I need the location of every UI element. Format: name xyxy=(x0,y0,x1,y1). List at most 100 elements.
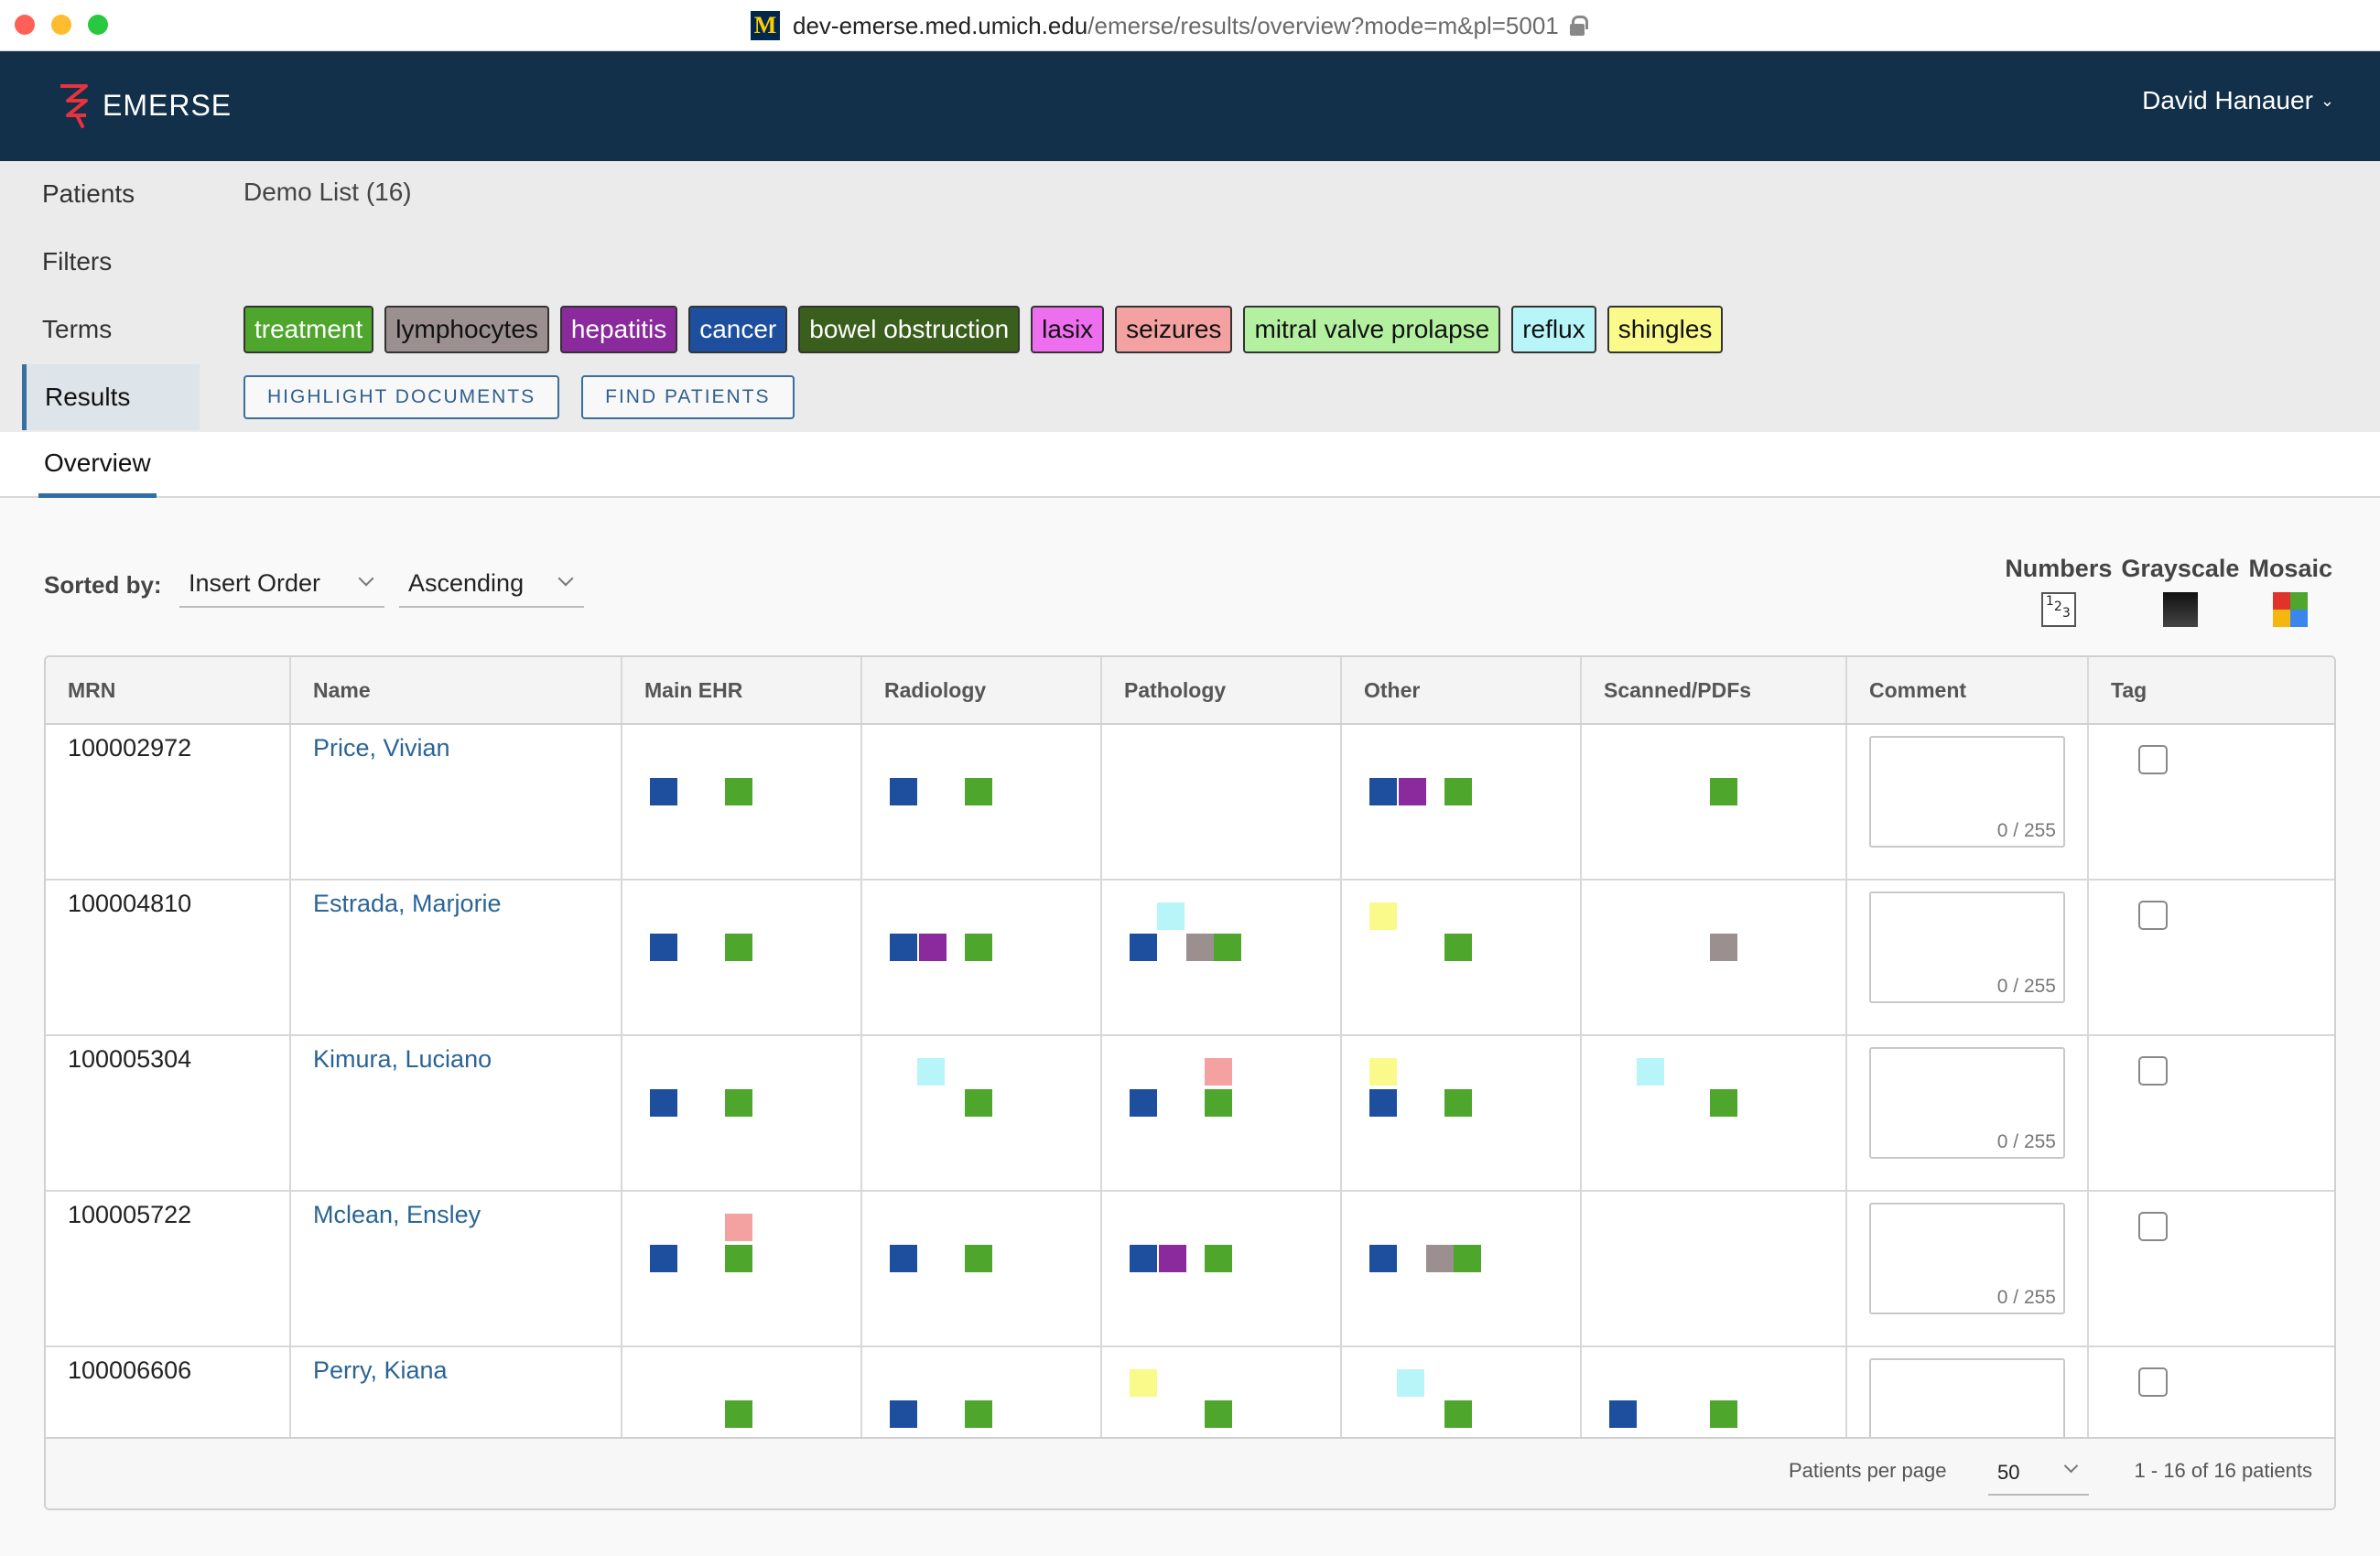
column-header-pathology[interactable]: Pathology xyxy=(1102,657,1342,723)
hit-marker-hepatitis[interactable] xyxy=(919,934,947,961)
comment-input[interactable]: 0 / 255 xyxy=(1869,1047,2065,1159)
hit-marker-treatment[interactable] xyxy=(1454,1245,1481,1272)
column-header-other[interactable]: Other xyxy=(1342,657,1582,723)
hit-marker-treatment[interactable] xyxy=(1444,1089,1472,1117)
term-chip-bowel-obstruction[interactable]: bowel obstruction xyxy=(798,306,1021,353)
sidebar-item-filters[interactable]: Filters xyxy=(42,247,113,276)
term-chip-lymphocytes[interactable]: lymphocytes xyxy=(384,306,549,353)
hit-marker-hepatitis[interactable] xyxy=(1159,1245,1186,1272)
comment-input[interactable]: 0 / 255 xyxy=(1869,736,2065,848)
hit-marker-cancer[interactable] xyxy=(890,1245,917,1272)
address-bar[interactable]: M dev-emerse.med.umich.edu/emerse/result… xyxy=(751,9,1588,42)
term-chip-shingles[interactable]: shingles xyxy=(1606,306,1724,353)
hit-marker-treatment[interactable] xyxy=(725,934,752,961)
hit-marker-cancer[interactable] xyxy=(1130,934,1157,961)
hit-marker-cancer[interactable] xyxy=(1369,1245,1397,1272)
tag-checkbox[interactable] xyxy=(2138,745,2168,774)
hit-marker-cancer[interactable] xyxy=(890,1400,917,1428)
term-chip-cancer[interactable]: cancer xyxy=(688,306,788,353)
hit-marker-cancer[interactable] xyxy=(650,1089,677,1117)
term-chip-lasix[interactable]: lasix xyxy=(1031,306,1105,353)
brand[interactable]: EMERSE xyxy=(55,79,232,132)
hit-marker-treatment[interactable] xyxy=(1205,1089,1232,1117)
comment-input[interactable]: 0 / 255 xyxy=(1869,1358,2065,1439)
patient-name-link[interactable]: Mclean, Ensley xyxy=(313,1201,481,1228)
column-header-mrn[interactable]: MRN xyxy=(46,657,291,723)
hit-marker-cancer[interactable] xyxy=(890,778,917,805)
hit-marker-cancer[interactable] xyxy=(1369,778,1397,805)
column-header-radiology[interactable]: Radiology xyxy=(862,657,1102,723)
tag-checkbox[interactable] xyxy=(2138,901,2168,930)
term-chip-seizures[interactable]: seizures xyxy=(1115,306,1233,353)
hit-marker-treatment[interactable] xyxy=(1444,778,1472,805)
term-chip-hepatitis[interactable]: hepatitis xyxy=(559,306,678,353)
view-mode-mosaic[interactable]: Mosaic xyxy=(2248,555,2332,627)
hit-marker-treatment[interactable] xyxy=(725,1245,752,1272)
term-chip-mitral-valve-prolapse[interactable]: mitral valve prolapse xyxy=(1243,306,1501,353)
tag-checkbox[interactable] xyxy=(2138,1056,2168,1086)
hit-marker-lymphocytes[interactable] xyxy=(1710,934,1737,961)
close-window-button[interactable] xyxy=(15,15,35,35)
hit-marker-treatment[interactable] xyxy=(965,934,992,961)
term-chip-treatment[interactable]: treatment xyxy=(243,306,374,353)
column-header-main-ehr[interactable]: Main EHR xyxy=(622,657,862,723)
hit-marker-seizures[interactable] xyxy=(725,1214,752,1241)
user-menu[interactable]: David Hanauer ⌄ xyxy=(2142,86,2334,115)
column-header-comment[interactable]: Comment xyxy=(1847,657,2089,723)
sidebar-item-results[interactable]: Results xyxy=(22,364,200,430)
hit-marker-lymphocytes[interactable] xyxy=(1426,1245,1454,1272)
patient-name-link[interactable]: Kimura, Luciano xyxy=(313,1045,492,1073)
sidebar-item-patients[interactable]: Patients xyxy=(42,179,135,208)
hit-marker-treatment[interactable] xyxy=(725,1400,752,1428)
hit-marker-reflux[interactable] xyxy=(1157,902,1185,930)
hit-marker-reflux[interactable] xyxy=(1637,1058,1664,1086)
hit-marker-treatment[interactable] xyxy=(1710,1089,1737,1117)
find-patients-button[interactable]: FIND PATIENTS xyxy=(581,375,795,419)
hit-marker-treatment[interactable] xyxy=(965,1089,992,1117)
hit-marker-reflux[interactable] xyxy=(917,1058,945,1086)
view-mode-grayscale[interactable]: Grayscale xyxy=(2121,555,2239,627)
sort-order-select[interactable]: Insert Order xyxy=(179,560,384,608)
sidebar-item-terms[interactable]: Terms xyxy=(42,315,113,343)
hit-marker-treatment[interactable] xyxy=(1444,1400,1472,1428)
hit-marker-treatment[interactable] xyxy=(965,1400,992,1428)
hit-marker-treatment[interactable] xyxy=(1710,1400,1737,1428)
patient-name-link[interactable]: Estrada, Marjorie xyxy=(313,890,502,917)
hit-marker-treatment[interactable] xyxy=(1710,778,1737,805)
hit-marker-cancer[interactable] xyxy=(1130,1245,1157,1272)
per-page-select[interactable]: 50 xyxy=(1988,1452,2089,1496)
sort-direction-select[interactable]: Ascending xyxy=(399,560,584,608)
column-header-scanned-pdfs[interactable]: Scanned/PDFs xyxy=(1582,657,1847,723)
term-chip-reflux[interactable]: reflux xyxy=(1511,306,1596,353)
patient-name-link[interactable]: Perry, Kiana xyxy=(313,1356,448,1384)
hit-marker-treatment[interactable] xyxy=(725,1089,752,1117)
hit-marker-cancer[interactable] xyxy=(650,1245,677,1272)
hit-marker-treatment[interactable] xyxy=(965,778,992,805)
hit-marker-shingles[interactable] xyxy=(1369,902,1397,930)
hit-marker-treatment[interactable] xyxy=(1444,934,1472,961)
hit-marker-reflux[interactable] xyxy=(1397,1369,1424,1397)
comment-input[interactable]: 0 / 255 xyxy=(1869,1203,2065,1314)
tag-checkbox[interactable] xyxy=(2138,1367,2168,1397)
column-header-tag[interactable]: Tag xyxy=(2111,677,2147,702)
hit-marker-cancer[interactable] xyxy=(1609,1400,1637,1428)
hit-marker-seizures[interactable] xyxy=(1205,1058,1232,1086)
maximize-window-button[interactable] xyxy=(88,15,108,35)
highlight-documents-button[interactable]: HIGHLIGHT DOCUMENTS xyxy=(243,375,560,419)
hit-marker-lymphocytes[interactable] xyxy=(1186,934,1214,961)
hit-marker-shingles[interactable] xyxy=(1130,1369,1157,1397)
hit-marker-treatment[interactable] xyxy=(965,1245,992,1272)
tag-checkbox[interactable] xyxy=(2138,1212,2168,1241)
hit-marker-treatment[interactable] xyxy=(1214,934,1241,961)
hit-marker-cancer[interactable] xyxy=(1369,1089,1397,1117)
minimize-window-button[interactable] xyxy=(51,15,71,35)
hit-marker-treatment[interactable] xyxy=(725,778,752,805)
hit-marker-cancer[interactable] xyxy=(1130,1089,1157,1117)
patient-name-link[interactable]: Price, Vivian xyxy=(313,734,450,762)
hit-marker-cancer[interactable] xyxy=(650,778,677,805)
hit-marker-cancer[interactable] xyxy=(650,934,677,961)
hit-marker-treatment[interactable] xyxy=(1205,1400,1232,1428)
tab-overview[interactable]: Overview xyxy=(38,432,157,498)
hit-marker-treatment[interactable] xyxy=(1205,1245,1232,1272)
